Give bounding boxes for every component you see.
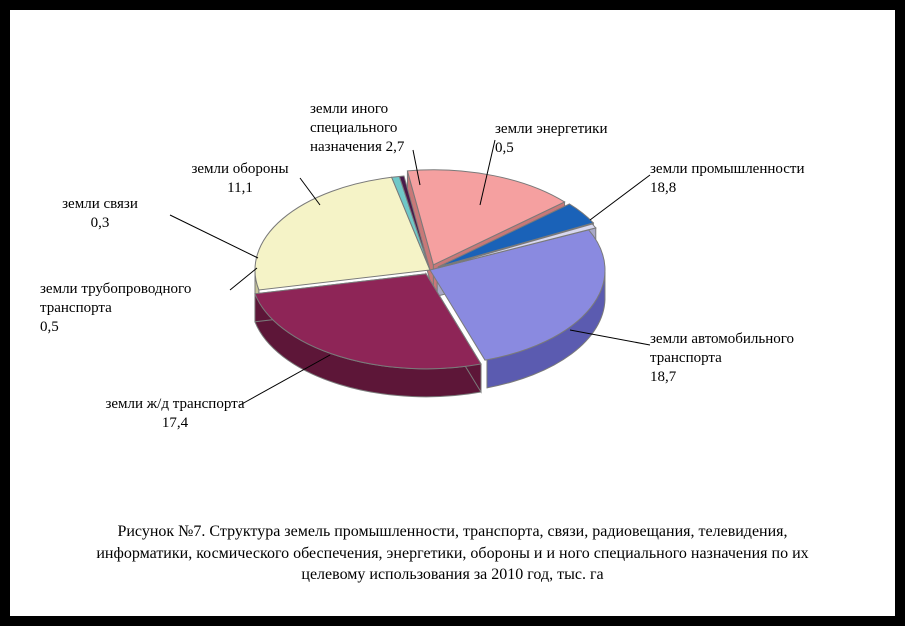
slice-label: земли ж/д транспорта17,4 bbox=[105, 395, 244, 433]
slice-label: земли промышленности18,8 bbox=[650, 160, 805, 198]
figure-frame: { "chart": { "type": "pie", "cx": 420, "… bbox=[0, 0, 905, 626]
slice-label: земли энергетики0,5 bbox=[495, 120, 607, 158]
slice-label: земли трубопроводноготранспорта0,5 bbox=[40, 280, 191, 336]
slice-label: земли автомобильноготранспорта18,7 bbox=[650, 330, 794, 386]
slice-label: земли обороны11,1 bbox=[191, 160, 288, 198]
slice-label: земли иногоспециальногоназначения 2,7 bbox=[310, 100, 404, 156]
slice-label: земли связи0,3 bbox=[62, 195, 138, 233]
figure-caption: Рисунок №7. Структура земель промышленно… bbox=[10, 521, 895, 586]
